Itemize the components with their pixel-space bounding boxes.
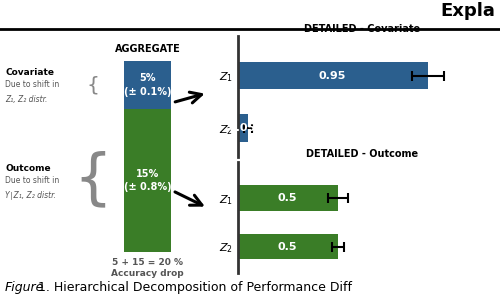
- Bar: [124, 109, 171, 252]
- Text: 1. Hierarchical Decomposition of Performance Diff: 1. Hierarchical Decomposition of Perform…: [38, 281, 352, 294]
- Bar: [238, 234, 338, 259]
- Text: AGGREGATE: AGGREGATE: [114, 44, 180, 54]
- Text: 0.95: 0.95: [319, 71, 346, 81]
- Bar: [238, 185, 338, 210]
- Text: 5%
(± 0.1%): 5% (± 0.1%): [124, 73, 171, 97]
- Title: DETAILED - Outcome: DETAILED - Outcome: [306, 149, 418, 159]
- Text: Covariate: Covariate: [5, 68, 54, 77]
- Text: 5 + 15 = 20 %: 5 + 15 = 20 %: [112, 259, 183, 267]
- Text: Y∣Z₁, Z₂ distr.: Y∣Z₁, Z₂ distr.: [5, 191, 56, 200]
- Text: Due to shift in: Due to shift in: [5, 80, 60, 89]
- Bar: [124, 61, 171, 109]
- Text: Expla: Expla: [440, 2, 495, 20]
- Title: DETAILED - Covariate: DETAILED - Covariate: [304, 24, 420, 34]
- Text: Outcome: Outcome: [5, 164, 51, 172]
- Text: Accuracy drop: Accuracy drop: [111, 269, 184, 278]
- Text: Z₁, Z₂ distr.: Z₁, Z₂ distr.: [5, 95, 48, 104]
- Text: {: {: [86, 76, 99, 95]
- Text: Due to shift in: Due to shift in: [5, 176, 60, 185]
- Bar: [238, 114, 248, 142]
- Text: 15%
(± 0.8%): 15% (± 0.8%): [124, 169, 172, 192]
- Text: 0.5: 0.5: [278, 242, 297, 252]
- Text: 0.05: 0.05: [229, 123, 256, 133]
- Text: Figure: Figure: [5, 281, 44, 294]
- Bar: [238, 62, 428, 89]
- Text: 0.5: 0.5: [278, 193, 297, 203]
- Text: {: {: [73, 151, 112, 210]
